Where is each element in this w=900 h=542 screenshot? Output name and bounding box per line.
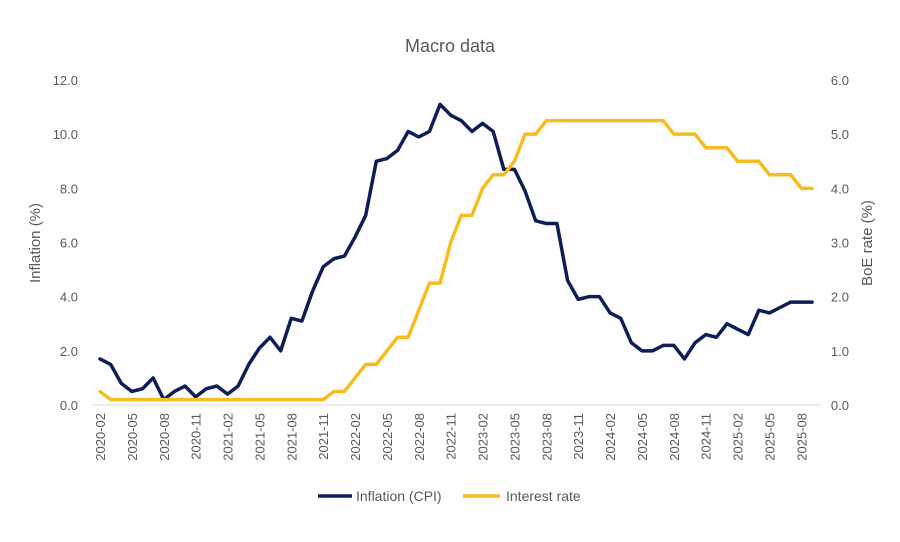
x-tick-label: 2024-05	[635, 413, 650, 461]
x-tick-label: 2023-05	[507, 413, 522, 461]
y-left-tick-label: 10.0	[53, 127, 78, 142]
x-tick-label: 2020-11	[189, 413, 204, 460]
x-tick-label: 2024-11	[699, 413, 714, 460]
legend-label-inflation: Inflation (CPI)	[356, 488, 442, 504]
x-tick-label: 2020-05	[125, 413, 140, 461]
series-line-inflation	[98, 102, 814, 402]
series-line-interest-rate	[98, 118, 814, 402]
y-left-tick-label: 4.0	[60, 290, 78, 305]
y-left-tick-label: 0.0	[60, 398, 78, 413]
y-left-tick-label: 2.0	[60, 344, 78, 359]
legend: Inflation (CPI) Interest rate	[318, 488, 581, 504]
y-right-tick-label: 6.0	[831, 73, 849, 88]
x-tick-label: 2025-08	[794, 413, 809, 461]
legend-label-interest-rate: Interest rate	[506, 488, 581, 504]
chart-title: Macro data	[405, 36, 496, 56]
y-axis-left-label: Inflation (%)	[27, 203, 44, 283]
x-tick-label: 2023-08	[539, 413, 554, 461]
y-right-tick-label: 5.0	[831, 127, 849, 142]
x-tick-label: 2022-02	[348, 413, 363, 461]
x-tick-label: 2021-02	[221, 413, 236, 461]
y-right-tick-label: 1.0	[831, 344, 849, 359]
x-tick-label: 2020-08	[157, 413, 172, 461]
y-right-tick-label: 4.0	[831, 181, 849, 196]
x-tick-label: 2021-05	[252, 413, 267, 461]
x-tick-label: 2025-02	[731, 413, 746, 461]
y-right-tick-label: 0.0	[831, 398, 849, 413]
x-tick-label: 2020-02	[93, 413, 108, 461]
y-left-tick-label: 8.0	[60, 181, 78, 196]
x-tick-label: 2024-02	[603, 413, 618, 461]
x-tick-label: 2022-08	[412, 413, 427, 461]
x-tick-label: 2021-08	[284, 413, 299, 461]
x-tick-label: 2024-08	[667, 413, 682, 461]
x-tick-label: 2022-05	[380, 413, 395, 461]
x-tick-label: 2021-11	[316, 413, 331, 460]
x-tick-label: 2025-05	[762, 413, 777, 461]
y-right-tick-label: 2.0	[831, 290, 849, 305]
y-left-tick-label: 12.0	[53, 73, 78, 88]
x-tick-label: 2023-02	[476, 413, 491, 461]
x-tick-label: 2023-11	[571, 413, 586, 460]
y-axis-right-label: BoE rate (%)	[859, 200, 876, 286]
y-right-tick-label: 3.0	[831, 236, 849, 251]
x-tick-label: 2022-11	[444, 413, 459, 460]
plot-area: 0.0 2.0 4.0 6.0 8.0 10.0 12.0 0.0 1.0 2.0 3.0 4.0 5.…	[53, 73, 849, 461]
y-left-tick-label: 6.0	[60, 236, 78, 251]
